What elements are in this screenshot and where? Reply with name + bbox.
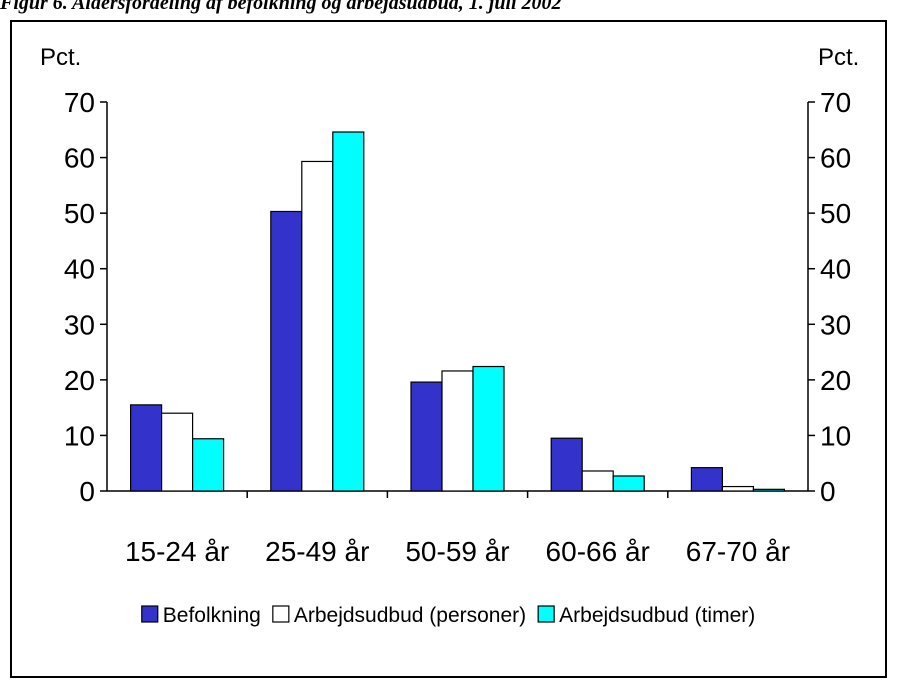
bar-befolkning-60-66 [550, 437, 583, 492]
y-tick-label-right: 50 [820, 198, 851, 229]
bar-befolkning-50-59 [410, 381, 443, 492]
legend-swatch [141, 605, 159, 623]
bar-befolkning-25-49 [270, 210, 303, 492]
legend-swatch [537, 605, 555, 623]
x-tick-label: 50-59 år [405, 536, 509, 567]
y-tick-label-right: 70 [820, 87, 851, 118]
y-tick-label-left: 40 [64, 254, 95, 285]
bar-arbejdsudbud-personer-60-66 [581, 470, 614, 492]
bar-arbejdsudbud-timer-15-24 [192, 438, 225, 492]
bar-arbejdsudbud-personer-67-70 [721, 485, 755, 492]
x-tick-label: 67-70 år [686, 536, 790, 567]
bar-arbejdsudbud-timer-25-49 [332, 131, 365, 492]
x-tick-label: 15-24 år [125, 536, 229, 567]
figure-title: Figur 6. Aldersfordeling af befolkning o… [0, 0, 562, 14]
bar-arbejdsudbud-personer-25-49 [301, 160, 334, 492]
y-unit-right: Pct. [818, 44, 859, 71]
y-tick-label-right: 0 [820, 476, 836, 507]
y-tick-label-left: 0 [79, 476, 95, 507]
bar-arbejdsudbud-timer-60-66 [612, 475, 645, 492]
legend-swatch [272, 605, 290, 623]
legend-label: Arbejdsudbud (timer) [559, 604, 755, 627]
y-tick-label-left: 50 [64, 198, 95, 229]
y-tick-label-right: 40 [820, 254, 851, 285]
y-tick-label-right: 10 [820, 420, 851, 451]
y-tick-label-right: 30 [820, 309, 851, 340]
chart-frame [10, 20, 887, 678]
y-tick-label-left: 20 [64, 365, 95, 396]
legend-label: Befolkning [163, 604, 261, 627]
y-tick-label-right: 20 [820, 365, 851, 396]
bar-befolkning-67-70 [690, 467, 724, 492]
y-tick-label-left: 30 [64, 309, 95, 340]
y-tick-label-left: 70 [64, 87, 95, 118]
x-tick-label: 25-49 år [265, 536, 369, 567]
bar-befolkning-15-24 [130, 404, 163, 492]
bar-arbejdsudbud-timer-67-70 [752, 488, 786, 492]
y-tick-label-left: 60 [64, 143, 95, 174]
y-tick-label-left: 10 [64, 420, 95, 451]
bar-arbejdsudbud-personer-50-59 [441, 370, 474, 492]
bar-arbejdsudbud-timer-50-59 [472, 365, 505, 492]
bar-arbejdsudbud-personer-15-24 [161, 412, 194, 492]
y-unit-left: Pct. [40, 44, 81, 71]
x-tick-label: 60-66 år [546, 536, 650, 567]
legend-label: Arbejdsudbud (personer) [294, 604, 526, 627]
y-tick-label-right: 60 [820, 143, 851, 174]
